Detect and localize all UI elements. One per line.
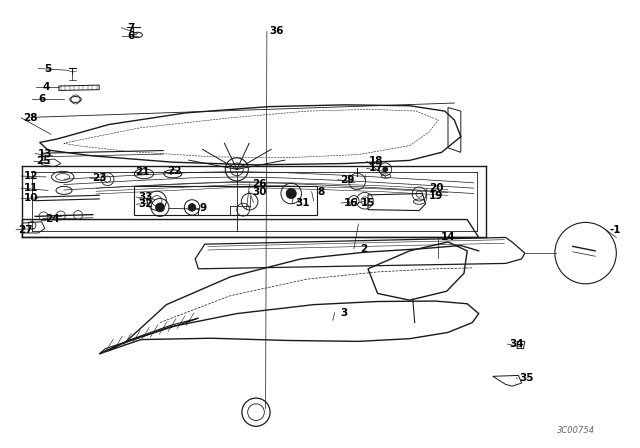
Text: 10: 10 bbox=[24, 194, 38, 203]
Text: 27: 27 bbox=[19, 225, 33, 235]
Circle shape bbox=[156, 203, 164, 212]
Text: 17: 17 bbox=[369, 164, 383, 173]
Text: 25: 25 bbox=[36, 156, 51, 166]
Text: 21: 21 bbox=[135, 167, 149, 177]
Circle shape bbox=[286, 189, 296, 198]
Text: 12: 12 bbox=[24, 171, 38, 181]
Text: 30: 30 bbox=[252, 187, 266, 197]
Text: 11: 11 bbox=[24, 183, 38, 193]
Text: 23: 23 bbox=[92, 173, 106, 183]
Text: 36: 36 bbox=[269, 26, 284, 36]
Text: 2: 2 bbox=[360, 244, 367, 254]
Text: 9: 9 bbox=[200, 203, 207, 213]
Text: 6: 6 bbox=[38, 95, 45, 104]
Text: 20: 20 bbox=[429, 183, 444, 193]
Text: 16: 16 bbox=[344, 198, 358, 208]
Text: 18: 18 bbox=[369, 156, 383, 166]
Text: 13: 13 bbox=[38, 149, 52, 159]
Text: 4: 4 bbox=[42, 82, 50, 92]
Text: 7: 7 bbox=[127, 23, 135, 33]
Text: 5: 5 bbox=[44, 64, 52, 73]
Text: 19: 19 bbox=[429, 191, 444, 201]
Text: 24: 24 bbox=[45, 214, 60, 224]
Text: 34: 34 bbox=[510, 339, 524, 349]
Text: 3C00754: 3C00754 bbox=[557, 426, 595, 435]
Text: 29: 29 bbox=[340, 175, 355, 185]
Text: 35: 35 bbox=[519, 373, 533, 383]
Text: 15: 15 bbox=[361, 198, 375, 208]
Text: -1: -1 bbox=[610, 225, 621, 235]
Text: 22: 22 bbox=[167, 166, 181, 176]
Text: 3: 3 bbox=[340, 308, 348, 318]
Text: 14: 14 bbox=[441, 232, 455, 241]
Text: 26: 26 bbox=[252, 179, 266, 189]
Text: 32: 32 bbox=[139, 199, 153, 209]
Circle shape bbox=[383, 167, 388, 172]
Circle shape bbox=[188, 203, 196, 211]
Text: 28: 28 bbox=[24, 113, 38, 123]
Text: 6: 6 bbox=[127, 31, 135, 41]
Text: 33: 33 bbox=[139, 192, 153, 202]
Text: 8: 8 bbox=[317, 187, 325, 197]
Text: 31: 31 bbox=[295, 198, 309, 208]
